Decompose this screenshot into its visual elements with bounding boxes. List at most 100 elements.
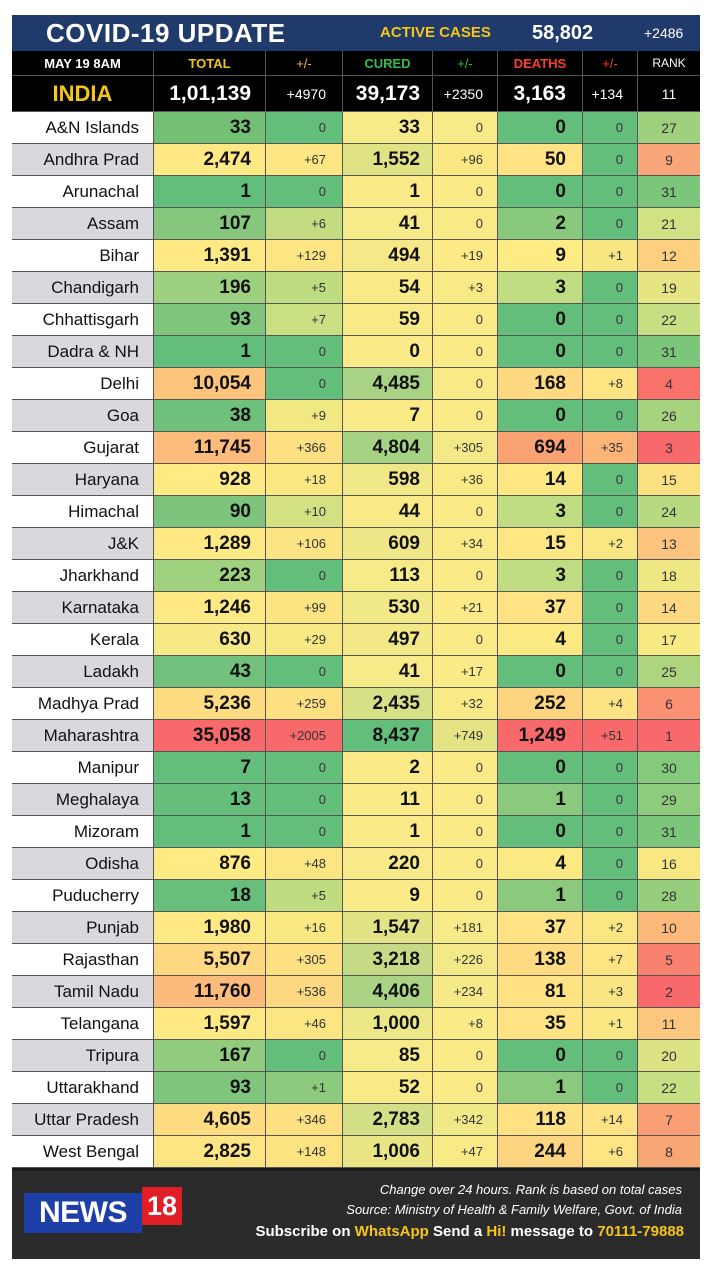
state-total-change: 0 xyxy=(266,336,343,368)
logo-18-text: 18 xyxy=(142,1187,182,1225)
state-cured-change: 0 xyxy=(433,368,498,400)
table-row: Manipur 7 0 2 0 0 0 30 xyxy=(12,752,700,784)
india-total: 1,01,139 xyxy=(154,76,266,112)
state-name: Arunachal xyxy=(12,176,154,208)
india-name: INDIA xyxy=(12,76,154,112)
state-cured-change: 0 xyxy=(433,1040,498,1072)
state-cured-change: +305 xyxy=(433,432,498,464)
state-total-change: 0 xyxy=(266,176,343,208)
state-cured: 2,783 xyxy=(343,1104,433,1136)
state-total: 13 xyxy=(154,784,266,816)
state-deaths: 37 xyxy=(498,912,583,944)
state-rank: 17 xyxy=(638,624,700,656)
covid-table: MAY 19 8AM TOTAL +/- CURED +/- DEATHS +/… xyxy=(12,51,700,1168)
state-name: Uttar Pradesh xyxy=(12,1104,154,1136)
state-total: 223 xyxy=(154,560,266,592)
state-cured-change: +342 xyxy=(433,1104,498,1136)
table-row: Mizoram 1 0 1 0 0 0 31 xyxy=(12,816,700,848)
table-row: Punjab 1,980 +16 1,547 +181 37 +2 10 xyxy=(12,912,700,944)
state-cured: 3,218 xyxy=(343,944,433,976)
state-cured-change: +226 xyxy=(433,944,498,976)
table-row: Andhra Prad 2,474 +67 1,552 +96 50 0 9 xyxy=(12,144,700,176)
table-row: Haryana 928 +18 598 +36 14 0 15 xyxy=(12,464,700,496)
state-total-change: +1 xyxy=(266,1072,343,1104)
state-total: 11,745 xyxy=(154,432,266,464)
state-cured: 598 xyxy=(343,464,433,496)
state-deaths-change: +51 xyxy=(583,720,638,752)
state-deaths-change: +7 xyxy=(583,944,638,976)
table-row: Odisha 876 +48 220 0 4 0 16 xyxy=(12,848,700,880)
state-cured: 85 xyxy=(343,1040,433,1072)
table-row: West Bengal 2,825 +148 1,006 +47 244 +6 8 xyxy=(12,1136,700,1168)
state-total-change: +366 xyxy=(266,432,343,464)
state-cured-change: 0 xyxy=(433,112,498,144)
state-cured: 494 xyxy=(343,240,433,272)
state-cured: 2 xyxy=(343,752,433,784)
total-header: TOTAL xyxy=(154,51,266,76)
state-total: 1,246 xyxy=(154,592,266,624)
state-total-change: +536 xyxy=(266,976,343,1008)
state-cured-change: +21 xyxy=(433,592,498,624)
hi-text: Hi! xyxy=(486,1223,507,1240)
state-name: A&N Islands xyxy=(12,112,154,144)
table-row: Tamil Nadu 11,760 +536 4,406 +234 81 +3 2 xyxy=(12,976,700,1008)
state-total: 876 xyxy=(154,848,266,880)
state-cured-change: +47 xyxy=(433,1136,498,1168)
state-deaths-change: 0 xyxy=(583,464,638,496)
state-total-change: 0 xyxy=(266,784,343,816)
state-total-change: +99 xyxy=(266,592,343,624)
state-name: Madhya Prad xyxy=(12,688,154,720)
state-rank: 4 xyxy=(638,368,700,400)
state-rank: 25 xyxy=(638,656,700,688)
state-deaths-change: 0 xyxy=(583,848,638,880)
state-deaths-change: +3 xyxy=(583,976,638,1008)
state-deaths-change: +2 xyxy=(583,528,638,560)
state-deaths-change: 0 xyxy=(583,272,638,304)
state-rank: 29 xyxy=(638,784,700,816)
state-cured-change: +3 xyxy=(433,272,498,304)
state-total: 90 xyxy=(154,496,266,528)
state-total-change: 0 xyxy=(266,112,343,144)
state-rank: 9 xyxy=(638,144,700,176)
footer: NEWS 18 Change over 24 hours. Rank is ba… xyxy=(12,1171,700,1259)
state-total-change: +46 xyxy=(266,1008,343,1040)
state-total-change: 0 xyxy=(266,368,343,400)
state-total: 1,289 xyxy=(154,528,266,560)
table-row: Kerala 630 +29 497 0 4 0 17 xyxy=(12,624,700,656)
state-rank: 2 xyxy=(638,976,700,1008)
table-row: Tripura 167 0 85 0 0 0 20 xyxy=(12,1040,700,1072)
table-row: Delhi 10,054 0 4,485 0 168 +8 4 xyxy=(12,368,700,400)
state-deaths: 138 xyxy=(498,944,583,976)
state-name: Maharashtra xyxy=(12,720,154,752)
deaths-header: DEATHS xyxy=(498,51,583,76)
state-deaths: 50 xyxy=(498,144,583,176)
state-rank: 14 xyxy=(638,592,700,624)
state-deaths: 118 xyxy=(498,1104,583,1136)
state-deaths-change: 0 xyxy=(583,336,638,368)
state-rows: A&N Islands 33 0 33 0 0 0 27 Andhra Prad 2,474 +67… xyxy=(12,112,700,1168)
state-rank: 5 xyxy=(638,944,700,976)
subscribe-message: Subscribe on WhatsApp Send a Hi! message… xyxy=(255,1222,684,1242)
state-rank: 3 xyxy=(638,432,700,464)
state-deaths-change: +35 xyxy=(583,432,638,464)
state-rank: 30 xyxy=(638,752,700,784)
state-deaths: 244 xyxy=(498,1136,583,1168)
state-deaths-change: 0 xyxy=(583,624,638,656)
rank-header: RANK xyxy=(638,51,700,76)
state-name: Tamil Nadu xyxy=(12,976,154,1008)
state-total: 5,507 xyxy=(154,944,266,976)
state-cured: 497 xyxy=(343,624,433,656)
state-cured-change: +749 xyxy=(433,720,498,752)
state-cured: 7 xyxy=(343,400,433,432)
state-name: Assam xyxy=(12,208,154,240)
state-deaths: 0 xyxy=(498,336,583,368)
state-total: 43 xyxy=(154,656,266,688)
state-cured: 220 xyxy=(343,848,433,880)
state-rank: 31 xyxy=(638,816,700,848)
state-deaths: 0 xyxy=(498,112,583,144)
state-total: 10,054 xyxy=(154,368,266,400)
state-name: Dadra & NH xyxy=(12,336,154,368)
state-rank: 6 xyxy=(638,688,700,720)
state-cured: 530 xyxy=(343,592,433,624)
state-deaths-change: 0 xyxy=(583,400,638,432)
